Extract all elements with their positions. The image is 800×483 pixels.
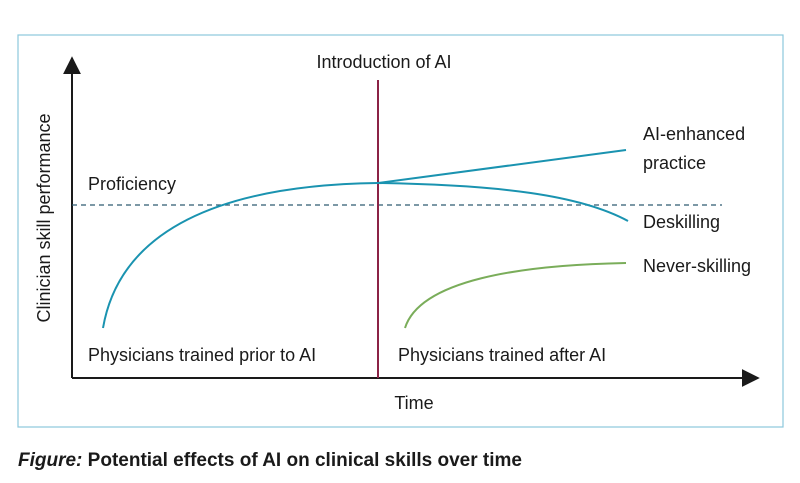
cohort-label: Physicians trained after AI bbox=[398, 345, 606, 365]
caption-lead: Figure: bbox=[18, 450, 82, 471]
enhanced-line bbox=[377, 149, 627, 184]
y-axis-label: Clinician skill performance bbox=[34, 113, 54, 322]
caption-text: Potential effects of AI on clinical skil… bbox=[88, 450, 522, 471]
pre-ai-curve bbox=[102, 182, 379, 329]
never-skilling-curve bbox=[404, 262, 627, 329]
cohort-label: Physicians trained prior to AI bbox=[88, 345, 316, 365]
outcome-label: Never-skilling bbox=[643, 256, 751, 276]
figure-frame bbox=[17, 34, 784, 428]
deskilling-curve bbox=[377, 182, 629, 222]
outcome-label: Deskilling bbox=[643, 212, 720, 232]
intervention-label: Introduction of AI bbox=[316, 52, 451, 72]
caption: Figure: Potential effects of AI on clini… bbox=[18, 450, 522, 471]
threshold-label: Proficiency bbox=[88, 174, 176, 194]
outcome-label: AI-enhanced bbox=[643, 124, 745, 144]
outcome-label: practice bbox=[643, 153, 706, 173]
x-axis-label: Time bbox=[394, 393, 433, 413]
